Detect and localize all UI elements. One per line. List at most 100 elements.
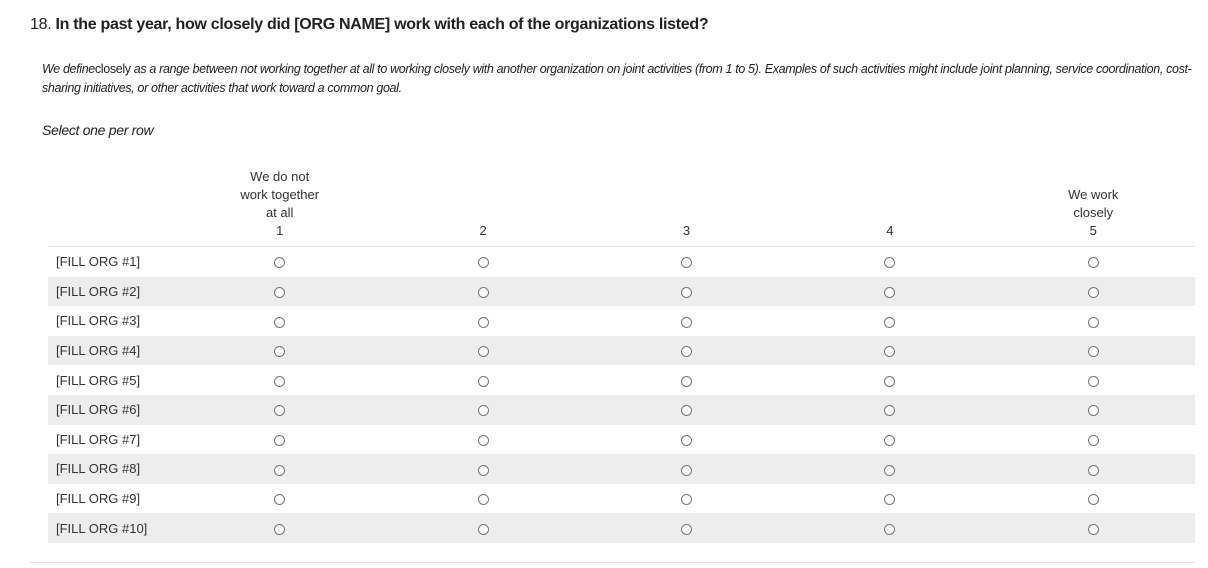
radio-button[interactable]: [274, 405, 286, 417]
radio-cell: [381, 306, 584, 336]
radio-cell: [178, 335, 382, 366]
radio-button[interactable]: [884, 375, 896, 387]
radio-button[interactable]: [1087, 346, 1099, 358]
radio-button[interactable]: [884, 523, 896, 535]
radio-button[interactable]: [477, 523, 489, 535]
radio-button[interactable]: [884, 464, 896, 476]
radio-button[interactable]: [680, 375, 692, 387]
radio-button[interactable]: [884, 286, 896, 298]
radio-button[interactable]: [274, 434, 286, 446]
radio-cell: [178, 306, 381, 336]
radio-button[interactable]: [1087, 257, 1099, 269]
radio-cell: [584, 276, 789, 307]
radio-button[interactable]: [884, 257, 896, 269]
radio-button[interactable]: [274, 257, 286, 269]
radio-cell: [381, 454, 585, 484]
radio-cell: [178, 394, 382, 425]
radio-button[interactable]: [680, 523, 692, 535]
description-rest: as a range between not working together …: [42, 62, 1192, 95]
radio-button[interactable]: [477, 464, 489, 476]
table-row: [FILL ORG #8]: [48, 454, 1195, 484]
radio-cell: [584, 513, 789, 543]
column-value: 5: [1089, 223, 1097, 238]
radio-button[interactable]: [884, 434, 896, 446]
radio-cell: [788, 484, 991, 514]
column-anchor-label: We do not: [250, 169, 310, 184]
table-row: [FILL ORG #10]: [48, 513, 1195, 543]
radio-button[interactable]: [680, 434, 692, 446]
radio-button[interactable]: [274, 346, 286, 358]
radio-cell: [992, 484, 1195, 514]
radio-button[interactable]: [884, 346, 896, 358]
radio-cell: [788, 394, 992, 425]
radio-cell: [178, 425, 381, 455]
radio-button[interactable]: [680, 286, 692, 298]
radio-button[interactable]: [274, 464, 286, 476]
radio-button[interactable]: [274, 286, 286, 298]
radio-cell: [788, 276, 992, 307]
column-value: 3: [682, 223, 691, 238]
radio-button[interactable]: [680, 257, 692, 269]
table-row: [FILL ORG #4]: [48, 335, 1195, 366]
column-value: 2: [479, 223, 487, 238]
radio-cell: [788, 454, 992, 484]
question-text: In the past year, how closely did [ORG N…: [55, 16, 709, 33]
radio-cell: [178, 365, 381, 395]
radio-cell: [992, 425, 1195, 455]
radio-button[interactable]: [680, 405, 692, 417]
radio-cell: [381, 394, 585, 425]
radio-cell: [178, 276, 382, 307]
radio-button[interactable]: [1087, 316, 1099, 328]
radio-cell: [381, 365, 584, 395]
radio-cell: [991, 454, 1195, 484]
radio-button[interactable]: [1087, 375, 1099, 387]
radio-button[interactable]: [680, 346, 692, 358]
radio-button[interactable]: [274, 316, 286, 328]
radio-button[interactable]: [1087, 494, 1099, 506]
radio-button[interactable]: [274, 375, 286, 387]
radio-cell: [585, 306, 788, 336]
radio-cell: [585, 425, 788, 455]
radio-cell: [381, 513, 585, 543]
radio-button[interactable]: [477, 286, 489, 298]
description-prefix: We define: [42, 62, 95, 76]
row-label: [FILL ORG #8]: [48, 454, 178, 484]
column-value: 4: [886, 223, 894, 238]
radio-cell: [788, 365, 991, 395]
radio-button[interactable]: [680, 316, 692, 328]
table-row: [FILL ORG #3]: [48, 306, 1195, 336]
radio-button[interactable]: [477, 375, 489, 387]
radio-button[interactable]: [1087, 464, 1099, 476]
table-row: [FILL ORG #6]: [48, 394, 1195, 425]
radio-button[interactable]: [1087, 434, 1099, 446]
radio-button[interactable]: [680, 464, 692, 476]
radio-button[interactable]: [274, 523, 286, 535]
radio-cell: [788, 247, 991, 277]
radio-button[interactable]: [884, 405, 896, 417]
radio-button[interactable]: [477, 434, 489, 446]
question-title: 18. In the past year, how closely did [O…: [30, 16, 709, 34]
radio-button[interactable]: [477, 346, 489, 358]
radio-button[interactable]: [1087, 405, 1099, 417]
radio-button[interactable]: [884, 494, 896, 506]
question-number: 18.: [30, 16, 52, 33]
radio-cell: [381, 425, 584, 455]
radio-button[interactable]: [884, 316, 896, 328]
radio-button[interactable]: [477, 405, 489, 417]
row-label: [FILL ORG #4]: [48, 335, 178, 366]
column-header-3: 3: [584, 168, 789, 247]
radio-button[interactable]: [477, 494, 489, 506]
table-row: [FILL ORG #9]: [48, 484, 1195, 514]
radio-button[interactable]: [477, 257, 489, 269]
radio-button[interactable]: [1087, 286, 1099, 298]
radio-cell: [178, 454, 382, 484]
radio-cell: [788, 513, 992, 543]
radio-button[interactable]: [680, 494, 692, 506]
radio-button[interactable]: [477, 316, 489, 328]
radio-cell: [584, 335, 789, 366]
radio-button[interactable]: [274, 494, 286, 506]
radio-button[interactable]: [1087, 523, 1099, 535]
column-value: 1: [276, 223, 284, 238]
table-row: [FILL ORG #7]: [48, 425, 1195, 455]
column-header-2: 2: [381, 168, 585, 247]
